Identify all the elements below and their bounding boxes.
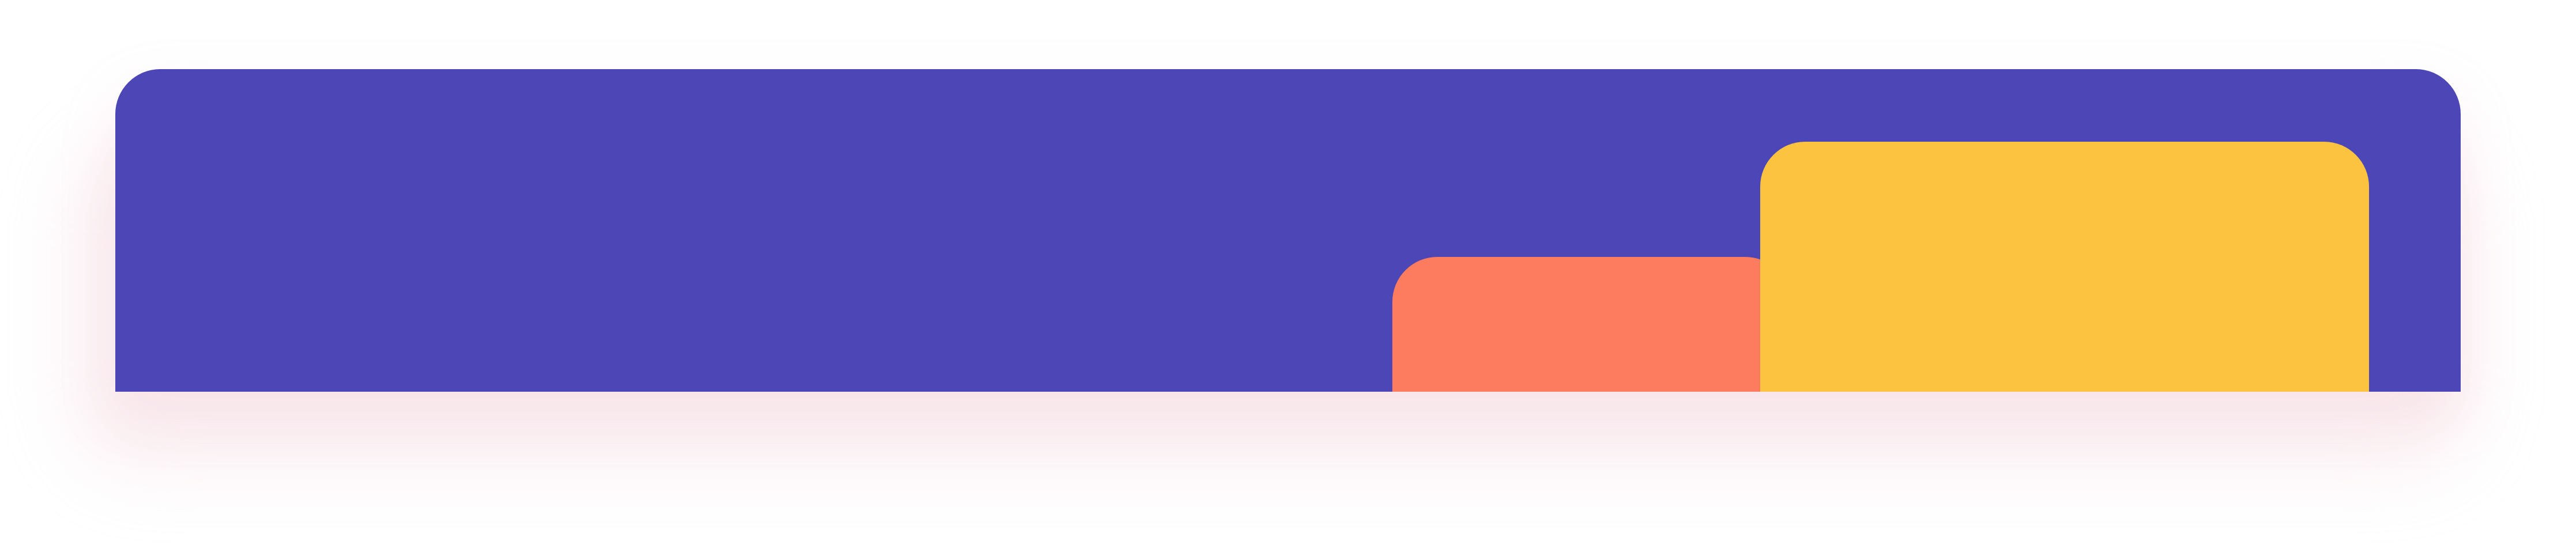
orange-card [1392, 257, 1790, 392]
main-panel [115, 69, 2461, 392]
yellow-card [1760, 142, 2369, 392]
